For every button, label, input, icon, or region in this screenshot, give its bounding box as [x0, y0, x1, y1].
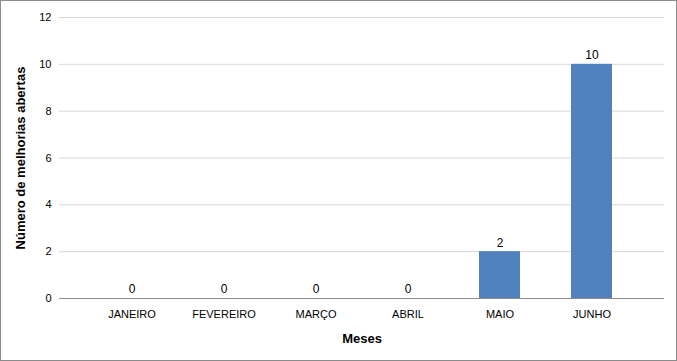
- svg-text:10: 10: [585, 48, 599, 62]
- svg-text:JANEIRO: JANEIRO: [108, 308, 156, 320]
- svg-text:2: 2: [497, 236, 504, 250]
- svg-text:12: 12: [39, 11, 51, 23]
- svg-text:0: 0: [45, 292, 51, 304]
- svg-text:0: 0: [405, 282, 412, 296]
- svg-text:MAIO: MAIO: [486, 308, 515, 320]
- svg-text:0: 0: [221, 282, 228, 296]
- svg-text:0: 0: [129, 282, 136, 296]
- svg-text:MARÇO: MARÇO: [296, 308, 337, 320]
- svg-text:4: 4: [45, 198, 51, 210]
- svg-text:8: 8: [45, 105, 51, 117]
- svg-text:Meses: Meses: [342, 331, 382, 346]
- svg-text:ABRIL: ABRIL: [392, 308, 424, 320]
- svg-text:JUNHO: JUNHO: [573, 308, 611, 320]
- svg-text:FEVEREIRO: FEVEREIRO: [192, 308, 256, 320]
- svg-text:2: 2: [45, 245, 51, 257]
- svg-text:0: 0: [313, 282, 320, 296]
- svg-text:6: 6: [45, 152, 51, 164]
- svg-text:10: 10: [39, 58, 51, 70]
- svg-text:Número de melhorias abertas: Número de melhorias abertas: [13, 67, 28, 250]
